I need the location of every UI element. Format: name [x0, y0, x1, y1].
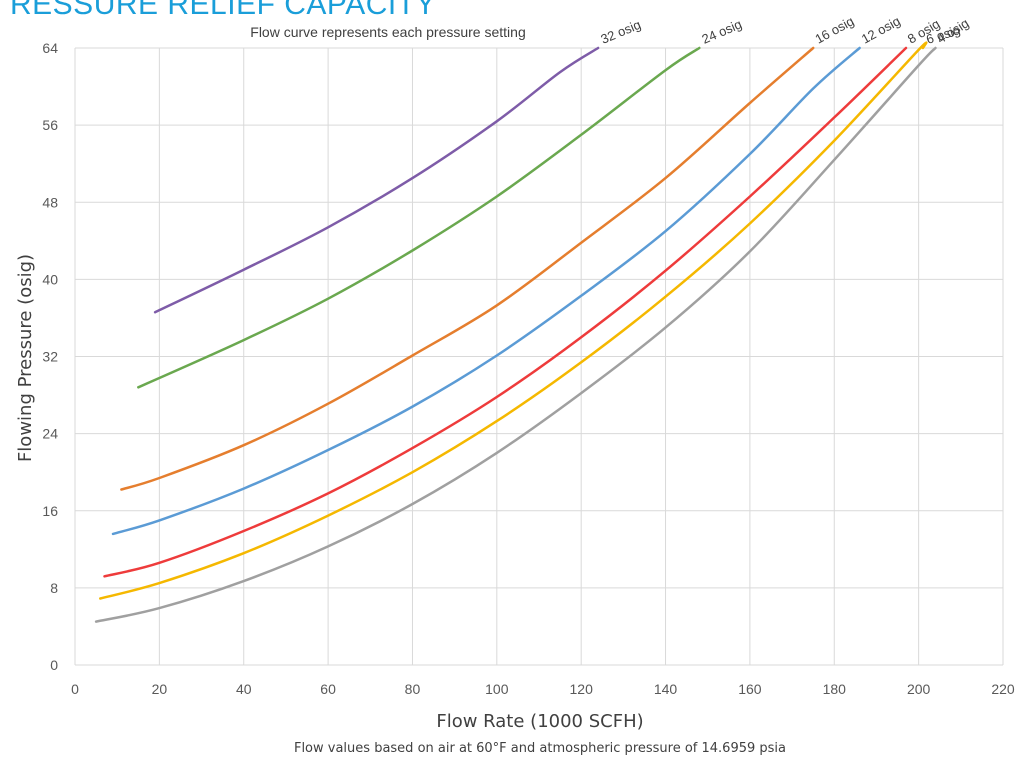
y-tick-label: 40	[42, 271, 58, 287]
series-lines	[94, 41, 937, 623]
series-label-4-osig: 4 osig	[934, 15, 971, 46]
x-axis-title: Flow Rate (1000 SCFH)	[436, 711, 643, 732]
series-line-32-osig	[153, 46, 600, 314]
series-line-4-osig	[94, 46, 937, 623]
y-tick-label: 48	[42, 194, 58, 210]
y-tick-label: 32	[42, 349, 58, 365]
x-tick-label: 0	[71, 681, 79, 697]
series-line-12-osig	[111, 46, 861, 536]
grid	[74, 47, 1004, 666]
chart-title: RESSURE RELIEF CAPACITY	[10, 0, 436, 21]
y-tick-label: 16	[42, 503, 58, 519]
x-tick-label: 160	[738, 681, 762, 697]
series-label-32-osig: 32 osig	[598, 17, 642, 47]
x-tick-label: 20	[152, 681, 168, 697]
y-tick-label: 24	[42, 426, 58, 442]
x-tick-label: 40	[236, 681, 252, 697]
chart-footnote: Flow values based on air at 60°F and atm…	[294, 741, 786, 756]
x-tick-label: 100	[485, 681, 509, 697]
x-tick-label: 200	[907, 681, 931, 697]
x-tick-label: 80	[405, 681, 421, 697]
y-tick-label: 56	[42, 117, 58, 133]
x-tick-label: 180	[823, 681, 847, 697]
y-tick-label: 8	[50, 580, 58, 596]
x-tick-label: 220	[991, 681, 1015, 697]
y-tick-label: 64	[42, 40, 58, 56]
series-label-12-osig: 12 osig	[859, 13, 903, 46]
tick-labels: 0 20 40 60 80 100 120 140 160 180 200 220 0 8 16 24 32 40…	[42, 40, 1014, 697]
x-tick-label: 140	[654, 681, 678, 697]
y-axis-title: Flowing Pressure (osig)	[15, 254, 36, 462]
y-tick-label: 0	[50, 657, 58, 673]
x-tick-label: 120	[570, 681, 594, 697]
series-label-16-osig: 16 osig	[812, 13, 856, 46]
x-tick-label: 60	[320, 681, 336, 697]
series-line-8-osig	[103, 46, 908, 578]
series-line-16-osig	[120, 46, 815, 491]
series-line-24-osig	[137, 46, 701, 389]
series-label-24-osig: 24 osig	[700, 16, 744, 46]
series-line-6-osig	[99, 41, 928, 600]
chart-subtitle: Flow curve represents each pressure sett…	[250, 24, 525, 40]
